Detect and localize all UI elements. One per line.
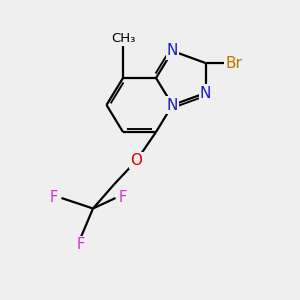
Text: N: N (200, 85, 211, 100)
Text: Br: Br (226, 56, 242, 70)
Text: N: N (167, 44, 178, 59)
Text: F: F (50, 190, 58, 206)
Text: F: F (119, 190, 127, 206)
Text: N: N (167, 98, 178, 112)
Text: CH₃: CH₃ (111, 32, 135, 45)
Text: O: O (130, 153, 142, 168)
Text: F: F (77, 237, 85, 252)
